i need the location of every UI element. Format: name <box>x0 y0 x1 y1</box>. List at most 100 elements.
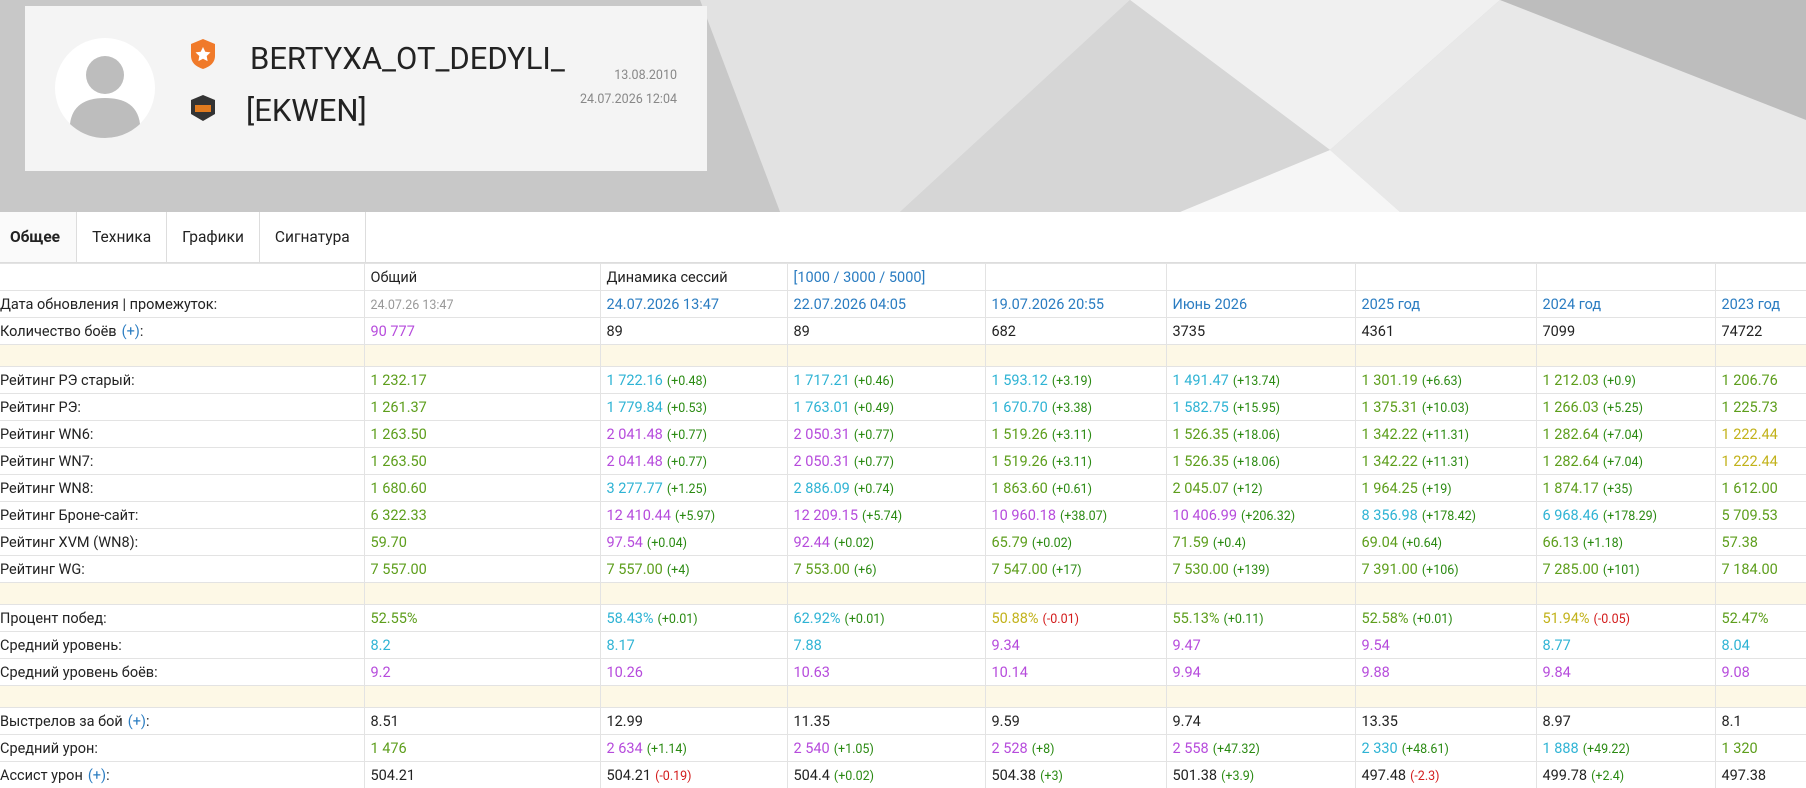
value: 7 285.00 <box>1542 560 1599 578</box>
value[interactable]: 2023 год <box>1721 295 1781 313</box>
stat-row: Рейтинг WN7: 1 263.50 2 041.48 (+0.77) 2 050… <box>0 447 1806 475</box>
cell: 1 263.50 <box>363 420 601 448</box>
value: 50.88% <box>991 609 1039 627</box>
cell: 24.07.26 13:47 <box>363 290 601 318</box>
cell: 12 209.15 (+5.74) <box>786 501 986 529</box>
delta: (+3.9) <box>1221 768 1255 784</box>
cell: 1 612.00 <box>1714 474 1806 502</box>
value[interactable]: 19.07.2026 20:55 <box>991 295 1105 313</box>
stat-row: Рейтинг РЭ: 1 261.37 1 779.84 (+0.53) 1 763.… <box>0 393 1806 421</box>
delta: (+1.14) <box>646 741 687 757</box>
value: 1 212.03 <box>1542 371 1599 389</box>
value: 9.59 <box>991 712 1020 730</box>
row-label-cell: Рейтинг WN6: <box>0 420 365 448</box>
cell: 501.38 (+3.9) <box>1165 761 1356 788</box>
cell <box>1354 344 1537 367</box>
cell: 62.92% (+0.01) <box>786 604 986 632</box>
header-row: Общий Динамика сессий [1000 / 3000 / 5000] <box>0 263 1806 291</box>
value: 2 041.48 <box>606 452 663 470</box>
cell: 2 540 (+1.05) <box>786 734 986 762</box>
value: 9.88 <box>1361 663 1390 681</box>
value: 1 964.25 <box>1361 479 1418 497</box>
value: 1 266.03 <box>1542 398 1599 416</box>
value: 90 777 <box>370 322 415 340</box>
cell: 12 410.44 (+5.97) <box>599 501 788 529</box>
cell: 1 232.17 <box>363 366 601 394</box>
clan-stripe <box>195 105 211 112</box>
cell: 7 557.00 (+4) <box>599 555 788 583</box>
column-header[interactable]: [1000 / 3000 / 5000] <box>793 268 926 286</box>
cell: 1 593.12 (+3.19) <box>984 366 1167 394</box>
cell: 1 206.76 <box>1714 366 1806 394</box>
delta: (+1.25) <box>666 481 707 497</box>
cell: 52.55% <box>363 604 601 632</box>
column-header: Общий <box>370 268 418 286</box>
cell: 2 050.31 (+0.77) <box>786 447 986 475</box>
value: 1 206.76 <box>1721 371 1778 389</box>
value: 1 863.60 <box>991 479 1048 497</box>
tab[interactable]: Общее <box>0 212 78 262</box>
value: 57.38 <box>1721 533 1758 551</box>
cell: 7 547.00 (+17) <box>984 555 1167 583</box>
value[interactable]: Июнь 2026 <box>1172 295 1248 313</box>
row-label-cell: Выстрелов за бой (+): <box>0 707 365 735</box>
cell: 1 342.22 (+11.31) <box>1354 420 1537 448</box>
tab[interactable]: Сигнатура <box>260 212 366 262</box>
delta: (+4) <box>666 562 690 578</box>
delta: (+6) <box>853 562 877 578</box>
clan-tag: [EKWEN] <box>246 92 367 129</box>
value[interactable]: 2024 год <box>1542 295 1602 313</box>
delta: (+178.42) <box>1421 508 1476 524</box>
tab[interactable]: Техника <box>77 212 168 262</box>
cell: 7 391.00 (+106) <box>1354 555 1537 583</box>
player-name: BERTYXA_OT_DEDYLI_ <box>250 40 565 77</box>
delta: (+38.07) <box>1059 508 1108 524</box>
cell: 12.99 <box>599 707 788 735</box>
expand-link[interactable]: (+) <box>121 322 140 340</box>
cell: 52.47% <box>1714 604 1806 632</box>
rank-star <box>195 47 211 62</box>
facet <box>1500 0 1806 120</box>
expand-link[interactable]: (+) <box>87 766 107 784</box>
delta: (+1.05) <box>833 741 874 757</box>
cell: 1 670.70 (+3.38) <box>984 393 1167 421</box>
row-label: Рейтинг WN8: <box>0 479 94 497</box>
value: 1 519.26 <box>991 452 1048 470</box>
value: 66.13 <box>1542 533 1579 551</box>
expand-link[interactable]: (+) <box>127 712 146 730</box>
cell <box>599 344 788 367</box>
value: 92.44 <box>793 533 830 551</box>
delta: (+206.32) <box>1240 508 1296 524</box>
value: 504.21 <box>370 766 416 784</box>
value[interactable]: 22.07.2026 04:05 <box>793 295 907 313</box>
cell: 504.38 (+3) <box>984 761 1167 788</box>
cell <box>1165 685 1356 708</box>
cell: 7.88 <box>786 631 986 659</box>
cell <box>1354 685 1537 708</box>
value: 51.94% <box>1542 609 1590 627</box>
value[interactable]: 2025 год <box>1361 295 1421 313</box>
value: 2 045.07 <box>1172 479 1229 497</box>
value: 69.04 <box>1361 533 1398 551</box>
cell: [1000 / 3000 / 5000] <box>786 263 986 291</box>
cell: 8.77 <box>1535 631 1716 659</box>
delta: (+47.32) <box>1212 741 1260 757</box>
row-label: Процент побед: <box>0 609 107 627</box>
row-label: Рейтинг WN6: <box>0 425 94 443</box>
cell: 6 968.46 (+178.29) <box>1535 501 1716 529</box>
row-label-cell: Рейтинг РЭ старый: <box>0 366 365 394</box>
rank-icon <box>191 39 215 69</box>
table-body: Общий Динамика сессий [1000 / 3000 / 5000]… <box>0 263 1806 788</box>
tab[interactable]: Графики <box>167 212 260 262</box>
row-label-cell: Рейтинг WN8: <box>0 474 365 502</box>
value[interactable]: 24.07.2026 13:47 <box>606 295 720 313</box>
cell: 57.38 <box>1714 528 1806 556</box>
cell: 9.59 <box>984 707 1167 735</box>
cell <box>0 685 365 708</box>
column-header: Динамика сессий <box>606 268 728 286</box>
separator-row <box>0 344 1806 367</box>
stat-row: Процент побед: 52.55% 58.43% (+0.01) 62.92%(… <box>0 604 1806 632</box>
cell: 22.07.2026 04:05 <box>786 290 986 318</box>
delta: (+0.77) <box>853 454 894 470</box>
cell: 58.43% (+0.01) <box>599 604 788 632</box>
